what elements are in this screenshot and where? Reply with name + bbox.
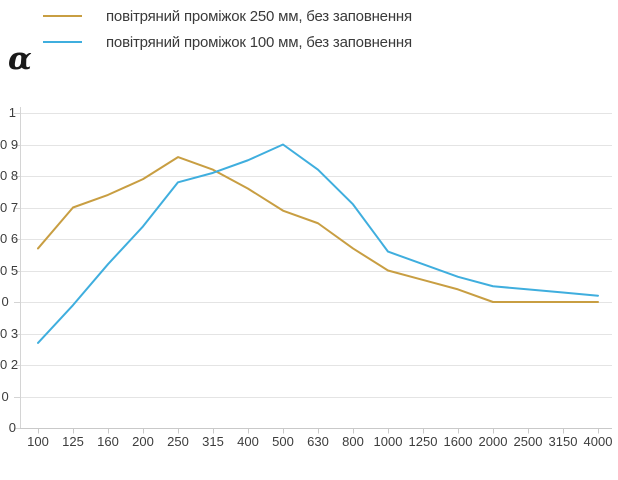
x-tick-label: 2500 bbox=[513, 434, 543, 449]
x-tick-label: 1600 bbox=[443, 434, 473, 449]
legend-item-250mm: повітряний проміжок 250 мм, без заповнен… bbox=[43, 5, 412, 27]
legend-label-250mm: повітряний проміжок 250 мм, без заповнен… bbox=[106, 7, 412, 25]
series-line-100mm bbox=[37, 143, 599, 344]
y-tick-label: 1 bbox=[8, 105, 16, 120]
x-tick-label: 500 bbox=[272, 434, 294, 449]
x-tick-label: 100 bbox=[27, 434, 49, 449]
legend-swatch-250mm bbox=[43, 15, 82, 17]
y-tick-label: 0 bbox=[1, 388, 16, 404]
y-tick-label: 0 5 bbox=[0, 262, 19, 278]
chart-legend: повітряний проміжок 250 мм, без заповнен… bbox=[43, 5, 412, 53]
x-tick-label: 3150 bbox=[548, 434, 578, 449]
y-tick-label: 0 6 bbox=[0, 231, 19, 246]
x-tick-label: 1000 bbox=[373, 434, 403, 449]
y-tick-label: 0 9 bbox=[0, 136, 19, 152]
legend-item-100mm: повітряний проміжок 100 мм, без заповнен… bbox=[43, 31, 412, 53]
x-tick-label: 250 bbox=[167, 434, 189, 449]
y-axis-title: α bbox=[8, 41, 32, 77]
y-tick-label: 0 bbox=[1, 294, 16, 309]
y-tick-label: 0 3 bbox=[0, 325, 19, 341]
y-tick-label: 0 8 bbox=[0, 168, 19, 183]
legend-label-100mm: повітряний проміжок 100 мм, без заповнен… bbox=[106, 33, 412, 51]
y-tick-label: 0 bbox=[8, 420, 16, 435]
y-tick-label: 0 2 bbox=[0, 357, 19, 372]
x-tick-label: 2000 bbox=[478, 434, 508, 449]
x-tick-label: 200 bbox=[132, 434, 154, 449]
legend-swatch-100mm bbox=[43, 41, 82, 43]
x-tick-label: 800 bbox=[342, 434, 364, 449]
x-tick-label: 160 bbox=[97, 434, 119, 449]
series-line-250mm bbox=[37, 156, 599, 303]
y-tick-label: 0 7 bbox=[0, 199, 19, 215]
x-tick-label: 400 bbox=[237, 434, 259, 449]
x-tick-label: 1250 bbox=[408, 434, 438, 449]
x-tick-label: 125 bbox=[62, 434, 84, 449]
x-tick-label: 4000 bbox=[583, 434, 613, 449]
x-tick-label: 630 bbox=[307, 434, 329, 449]
x-tick-label: 315 bbox=[202, 434, 224, 449]
